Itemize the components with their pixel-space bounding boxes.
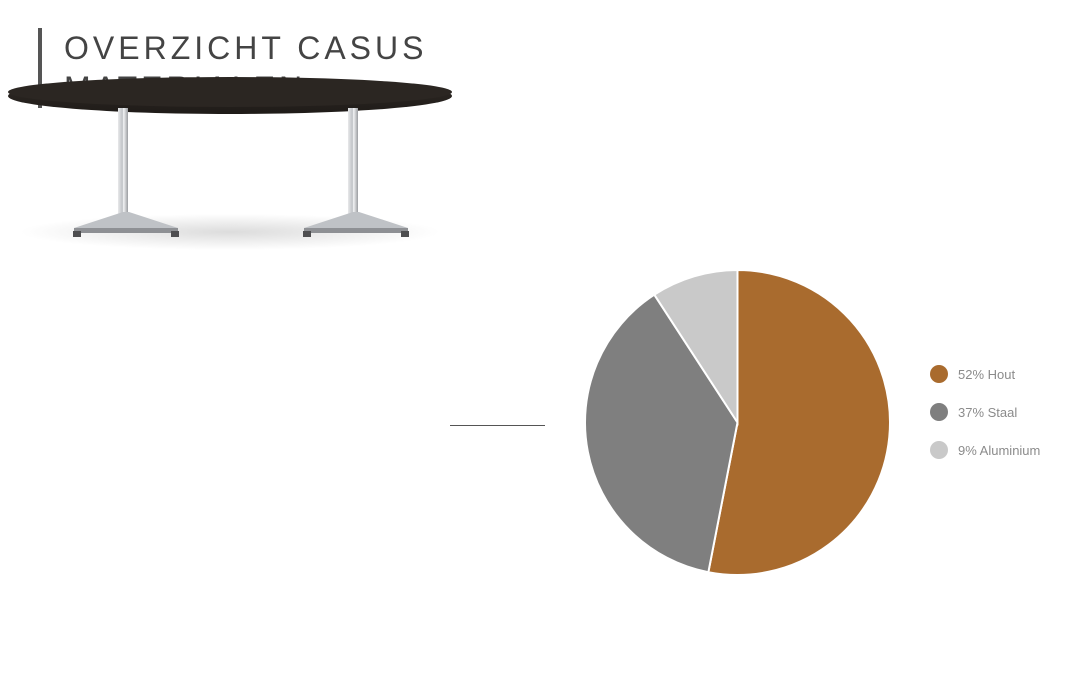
product-illustration: [0, 0, 460, 260]
materials-pie-chart: [585, 270, 890, 575]
legend-swatch: [930, 403, 948, 421]
legend-item-aluminium: 9% Aluminium: [930, 441, 1040, 459]
legend-item-staal: 37% Staal: [930, 403, 1040, 421]
table-svg: [0, 0, 460, 260]
pie-svg: [585, 270, 890, 575]
connector-line: [450, 425, 545, 426]
legend-swatch: [930, 441, 948, 459]
pie-legend: 52% Hout 37% Staal 9% Aluminium: [930, 365, 1040, 459]
legend-label: 52% Hout: [958, 367, 1015, 382]
legend-label: 9% Aluminium: [958, 443, 1040, 458]
legend-swatch: [930, 365, 948, 383]
legend-item-hout: 52% Hout: [930, 365, 1040, 383]
legend-label: 37% Staal: [958, 405, 1017, 420]
